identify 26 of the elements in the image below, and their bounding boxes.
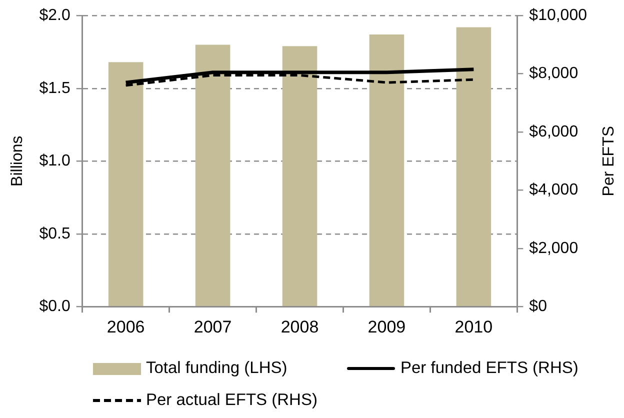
bar xyxy=(456,27,492,306)
legend-label: Total funding (LHS) xyxy=(146,359,288,378)
x-tick-label: 2010 xyxy=(454,317,493,336)
legend-label: Per funded EFTS (RHS) xyxy=(400,359,578,378)
y2-tick-label: $10,000 xyxy=(529,7,588,24)
x-tick-label: 2007 xyxy=(194,317,232,336)
y2-axis-title: Per EFTS xyxy=(600,126,618,196)
y-axis-title: Billions xyxy=(9,136,26,186)
bar xyxy=(282,46,318,306)
y-tick-label: $2.0 xyxy=(39,7,70,24)
bar xyxy=(369,34,404,306)
legend-label: Per actual EFTS (RHS) xyxy=(146,391,318,410)
y-tick-label: $0.5 xyxy=(39,225,70,242)
y-tick-label: $0.0 xyxy=(39,298,70,316)
y2-tick-label: $2,000 xyxy=(529,240,578,257)
x-tick-label: 2009 xyxy=(368,317,406,336)
y2-tick-label: $4,000 xyxy=(529,182,578,199)
y-tick-label: $1.0 xyxy=(39,152,70,170)
y2-tick-label: $6,000 xyxy=(529,123,578,140)
y2-tick-label: $0 xyxy=(529,298,548,316)
y-tick-label: $1.5 xyxy=(39,80,70,97)
bar xyxy=(195,44,230,306)
bar xyxy=(108,62,144,306)
y2-tick-label: $8,000 xyxy=(529,65,578,82)
x-tick-label: 2006 xyxy=(106,317,145,336)
x-tick-label: 2008 xyxy=(280,317,319,336)
